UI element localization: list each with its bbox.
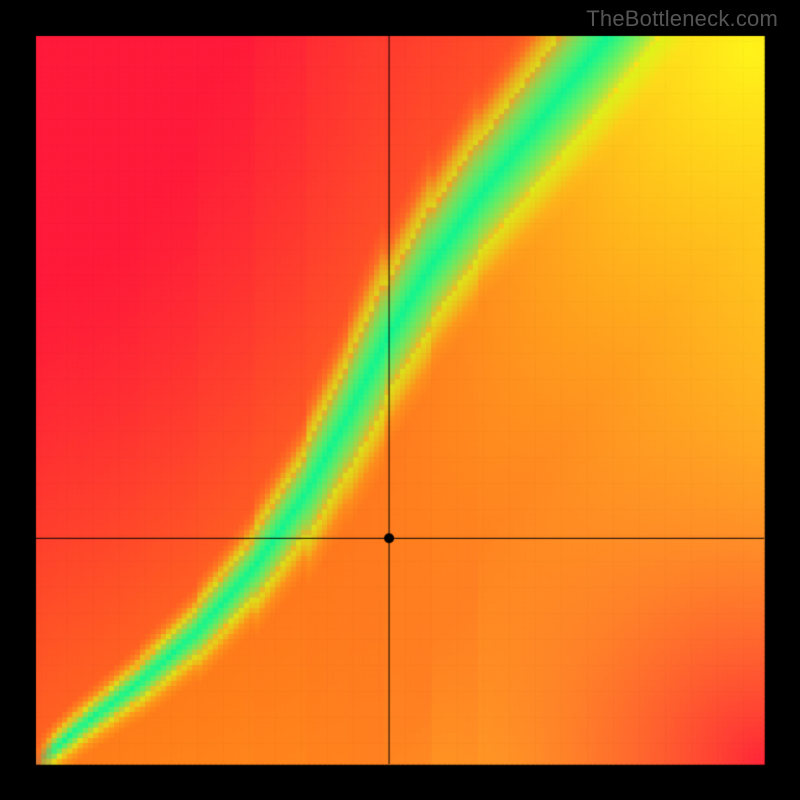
bottleneck-heatmap [0, 0, 800, 800]
watermark-label: TheBottleneck.com [586, 6, 778, 32]
